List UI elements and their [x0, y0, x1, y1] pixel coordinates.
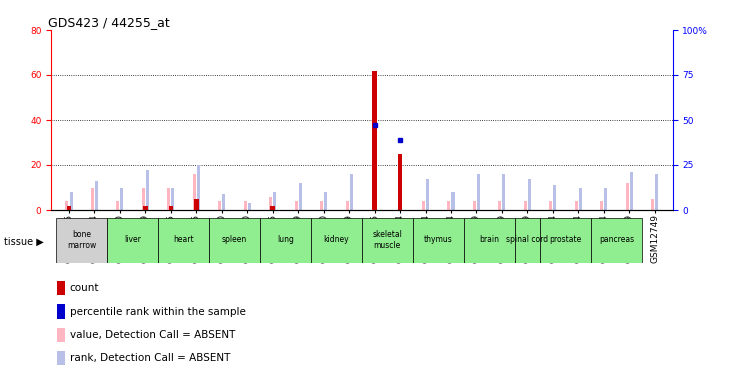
Bar — [553, 185, 556, 210]
Bar — [158, 217, 209, 262]
Bar — [243, 201, 247, 210]
Bar — [626, 183, 629, 210]
Bar — [270, 206, 275, 210]
Bar — [146, 170, 149, 210]
Bar — [447, 201, 450, 210]
Text: skeletal
muscle: skeletal muscle — [372, 230, 402, 250]
Bar — [57, 351, 65, 365]
Text: bone
marrow: bone marrow — [67, 230, 96, 250]
Bar — [413, 217, 463, 262]
Bar — [56, 217, 107, 262]
Bar — [524, 201, 527, 210]
Bar — [107, 217, 158, 262]
Text: GDS423 / 44255_at: GDS423 / 44255_at — [48, 16, 170, 29]
Bar — [66, 201, 69, 210]
Bar — [499, 201, 501, 210]
Bar — [655, 174, 658, 210]
Bar — [346, 201, 349, 210]
Text: spleen: spleen — [222, 236, 247, 244]
Bar — [69, 192, 72, 210]
Bar — [629, 172, 633, 210]
Bar — [57, 304, 65, 319]
Text: count: count — [70, 283, 99, 293]
Text: brain: brain — [480, 236, 499, 244]
Bar — [549, 201, 553, 210]
Bar — [349, 174, 352, 210]
Bar — [67, 206, 72, 210]
Bar — [222, 194, 225, 210]
Bar — [473, 201, 476, 210]
Bar — [398, 154, 402, 210]
Bar — [477, 174, 480, 210]
Text: kidney: kidney — [324, 236, 349, 244]
Text: liver: liver — [124, 236, 141, 244]
Bar — [121, 188, 124, 210]
Text: thymus: thymus — [424, 236, 452, 244]
Text: pancreas: pancreas — [599, 236, 634, 244]
Text: spinal cord: spinal cord — [507, 236, 548, 244]
Bar — [219, 201, 221, 210]
Text: tissue ▶: tissue ▶ — [4, 237, 43, 247]
Bar — [463, 217, 515, 262]
Bar — [260, 217, 311, 262]
Bar — [575, 201, 577, 210]
Text: percentile rank within the sample: percentile rank within the sample — [70, 306, 246, 316]
Bar — [95, 181, 98, 210]
Bar — [197, 165, 200, 210]
Bar — [209, 217, 260, 262]
Text: value, Detection Call = ABSENT: value, Detection Call = ABSENT — [70, 330, 235, 340]
Bar — [372, 70, 377, 210]
Text: lung: lung — [277, 236, 294, 244]
Bar — [362, 217, 413, 262]
Bar — [605, 188, 607, 210]
Bar — [91, 188, 94, 210]
Bar — [422, 201, 425, 210]
Bar — [426, 178, 429, 210]
Bar — [528, 178, 531, 210]
Bar — [600, 201, 603, 210]
Bar — [311, 217, 362, 262]
Bar — [299, 183, 302, 210]
Bar — [248, 203, 251, 210]
Bar — [142, 188, 145, 210]
Text: rank, Detection Call = ABSENT: rank, Detection Call = ABSENT — [70, 353, 230, 363]
Bar — [273, 192, 276, 210]
Bar — [194, 199, 199, 210]
Bar — [591, 217, 642, 262]
Bar — [116, 201, 119, 210]
Bar — [57, 328, 65, 342]
Bar — [324, 192, 327, 210]
Text: heart: heart — [173, 236, 194, 244]
Bar — [579, 188, 582, 210]
Bar — [167, 188, 170, 210]
Bar — [651, 199, 654, 210]
Bar — [169, 206, 173, 210]
Bar — [57, 281, 65, 296]
Bar — [193, 174, 196, 210]
Text: prostate: prostate — [550, 236, 582, 244]
Bar — [269, 196, 272, 210]
Bar — [171, 188, 175, 210]
Bar — [452, 192, 455, 210]
Bar — [295, 201, 298, 210]
Bar — [143, 206, 148, 210]
Bar — [502, 174, 505, 210]
Bar — [320, 201, 323, 210]
Bar — [540, 217, 591, 262]
Bar — [515, 217, 540, 262]
